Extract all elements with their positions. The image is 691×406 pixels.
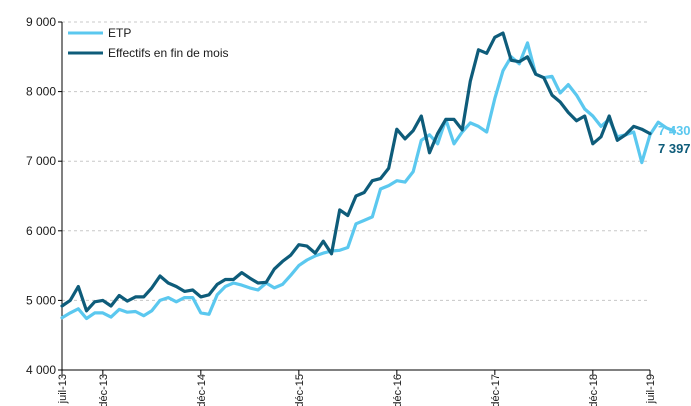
series-lines (60, 31, 677, 321)
x-tick-label: déc-16 (392, 374, 404, 406)
x-axis: juil-13 déc-13 déc-14 déc-15 déc-16 déc-17 déc… (57, 369, 657, 406)
x-tick-label: déc-17 (490, 374, 502, 406)
y-tick-label: 9 000 (26, 15, 56, 29)
end-label-effectifs: 7 397 (658, 141, 691, 156)
y-tick-label: 4 000 (26, 363, 56, 377)
y-tick-label: 6 000 (26, 224, 56, 238)
series-line-etp (60, 41, 677, 321)
y-tick-label: 5 000 (26, 293, 56, 307)
x-tick-label: déc-14 (196, 374, 208, 406)
x-tick-label: déc-13 (98, 374, 110, 406)
end-label-etp: 7 430 (658, 123, 691, 138)
series-line-effectifs (60, 31, 652, 313)
y-axis: 4 000 5 000 6 000 7 000 8 000 9 000 (26, 15, 63, 377)
legend: ETP Effectifs en fin de mois (68, 26, 229, 60)
x-tick-label: déc-15 (294, 374, 306, 406)
gridlines (62, 21, 650, 301)
x-tick-label: juil-13 (57, 374, 69, 404)
y-tick-label: 7 000 (26, 154, 56, 168)
y-tick-label: 8 000 (26, 85, 56, 99)
legend-label-etp: ETP (108, 26, 131, 40)
x-tick-label: juil-19 (645, 374, 657, 404)
legend-label-effectifs: Effectifs en fin de mois (108, 46, 229, 60)
x-tick-label: déc-18 (588, 374, 600, 406)
